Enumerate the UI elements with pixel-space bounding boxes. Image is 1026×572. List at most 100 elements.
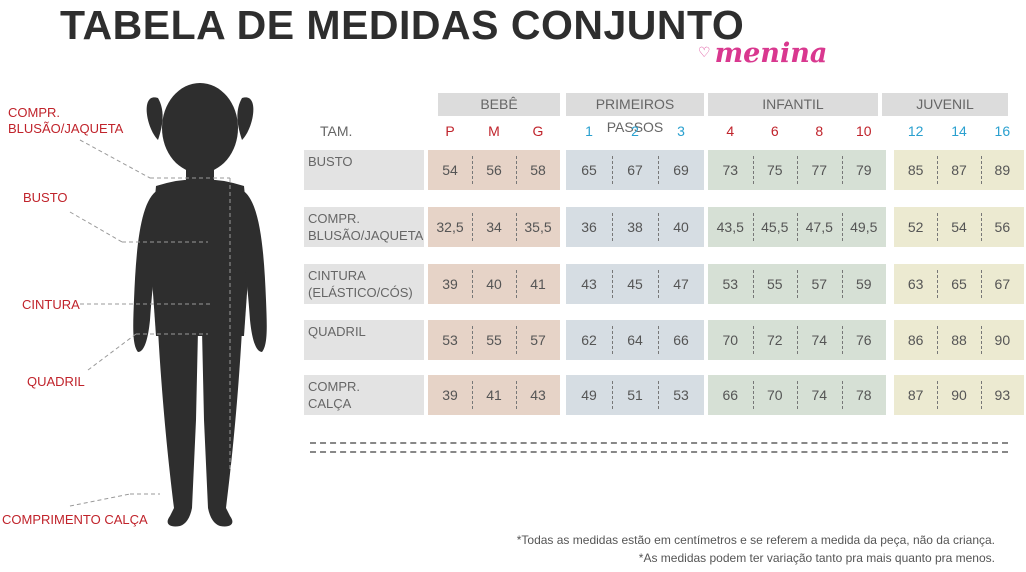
size-column-header: 6 [770, 123, 779, 139]
cell-divider [612, 326, 613, 354]
table-cell: 76 [855, 332, 872, 348]
size-column-header: 4 [726, 123, 735, 139]
cell-divider [752, 326, 754, 354]
table-cell: 36 [581, 219, 597, 235]
cell-divider [658, 270, 659, 298]
table-cell: 90 [994, 332, 1011, 348]
cell-divider [841, 213, 843, 241]
table-cell: 49 [581, 387, 597, 403]
table-cell: 59 [855, 276, 872, 292]
table-cell: 56 [994, 219, 1011, 235]
table-cell: 90 [951, 387, 967, 403]
table-cell: 64 [627, 332, 643, 348]
group-header: PRIMEIROS PASSOS [566, 93, 704, 135]
cell-divider [797, 270, 798, 298]
cell-divider [752, 213, 754, 241]
brand-logo: ♡ menina [698, 38, 827, 69]
cell-divider [516, 326, 517, 354]
table-cell: 41 [530, 276, 546, 292]
heart-icon: ♡ [698, 45, 711, 61]
size-column-header: 14 [951, 123, 967, 139]
cell-divider [516, 381, 517, 409]
cell-divider [752, 156, 754, 184]
table-cell: 53 [442, 332, 458, 348]
group-band [428, 264, 560, 304]
table-cell: 54 [951, 219, 967, 235]
cell-divider [937, 156, 939, 184]
cell-divider [516, 156, 517, 184]
table-cell: 54 [442, 162, 458, 178]
brand-text: menina [714, 38, 828, 69]
table-cell: 53 [673, 387, 689, 403]
group-header: JUVENIL [882, 93, 1008, 116]
cell-divider [472, 270, 473, 298]
silhouette-shape [133, 83, 267, 527]
size-column-header: 2 [631, 123, 639, 139]
table-cell: 57 [811, 276, 828, 292]
label-quadril: QUADRIL [27, 374, 85, 389]
cell-divider [937, 326, 939, 354]
cell-divider [516, 213, 517, 241]
cell-divider [658, 326, 659, 354]
cell-divider [980, 213, 982, 241]
table-cell: 58 [530, 162, 546, 178]
table-cell: 45 [627, 276, 643, 292]
size-column-header: M [488, 123, 500, 139]
table-cell: 41 [486, 387, 502, 403]
table-cell: 39 [442, 276, 458, 292]
cell-divider [472, 213, 473, 241]
row-label: COMPR. BLUSÃO/JAQUETA [304, 207, 424, 247]
row-label-text: COMPR. BLUSÃO/JAQUETA [308, 211, 424, 243]
cell-divider [658, 156, 659, 184]
table-cell: 93 [994, 387, 1011, 403]
table-cell: 35,5 [524, 219, 552, 235]
cell-divider [797, 156, 798, 184]
group-header: BEBÊ [438, 93, 560, 116]
cell-divider [937, 270, 939, 298]
row-label-text: BUSTO [308, 154, 353, 169]
size-column-header: 12 [907, 123, 924, 139]
cell-divider [472, 156, 473, 184]
size-label: TAM. [320, 123, 353, 139]
cell-divider [980, 381, 982, 409]
cell-divider [612, 270, 613, 298]
cell-divider [937, 213, 939, 241]
group-band [566, 150, 704, 190]
label-busto: BUSTO [23, 190, 68, 205]
group-band [894, 207, 1024, 247]
cell-divider [841, 326, 843, 354]
group-band [566, 375, 704, 415]
table-cell: 75 [766, 162, 783, 178]
page-title: TABELA DE MEDIDAS CONJUNTO [60, 2, 745, 48]
measurement-guides [69, 139, 231, 507]
label-compr-blusao: COMPR. BLUSÃO/JAQUETA [8, 105, 124, 136]
table-cell: 51 [627, 387, 643, 403]
table-cell: 45,5 [761, 219, 789, 235]
group-band [894, 150, 1024, 190]
group-band [428, 150, 560, 190]
cell-divider [752, 270, 754, 298]
footnote-1: *Todas as medidas estão em centímetros e… [516, 533, 995, 547]
cell-divider [841, 270, 843, 298]
table-cell: 72 [766, 332, 783, 348]
table-cell: 32,5 [436, 219, 464, 235]
group-band [894, 264, 1024, 304]
table-cell: 53 [722, 276, 739, 292]
table-cell: 67 [994, 276, 1011, 292]
cell-divider [612, 213, 613, 241]
table-cell: 74 [811, 387, 828, 403]
group-band [894, 320, 1024, 360]
table-cell: 87 [907, 387, 924, 403]
cell-divider [841, 156, 843, 184]
table-cell: 87 [951, 162, 967, 178]
size-column-header: 1 [585, 123, 593, 139]
row-label-text: QUADRIL [308, 324, 366, 339]
group-header: INFANTIL [708, 93, 878, 116]
row-label-text: COMPR. CALÇA [308, 379, 360, 411]
table-cell: 69 [673, 162, 689, 178]
group-band [428, 207, 560, 247]
table-cell: 74 [811, 332, 828, 348]
table-cell: 56 [486, 162, 502, 178]
table-cell: 88 [951, 332, 967, 348]
group-band [894, 375, 1024, 415]
